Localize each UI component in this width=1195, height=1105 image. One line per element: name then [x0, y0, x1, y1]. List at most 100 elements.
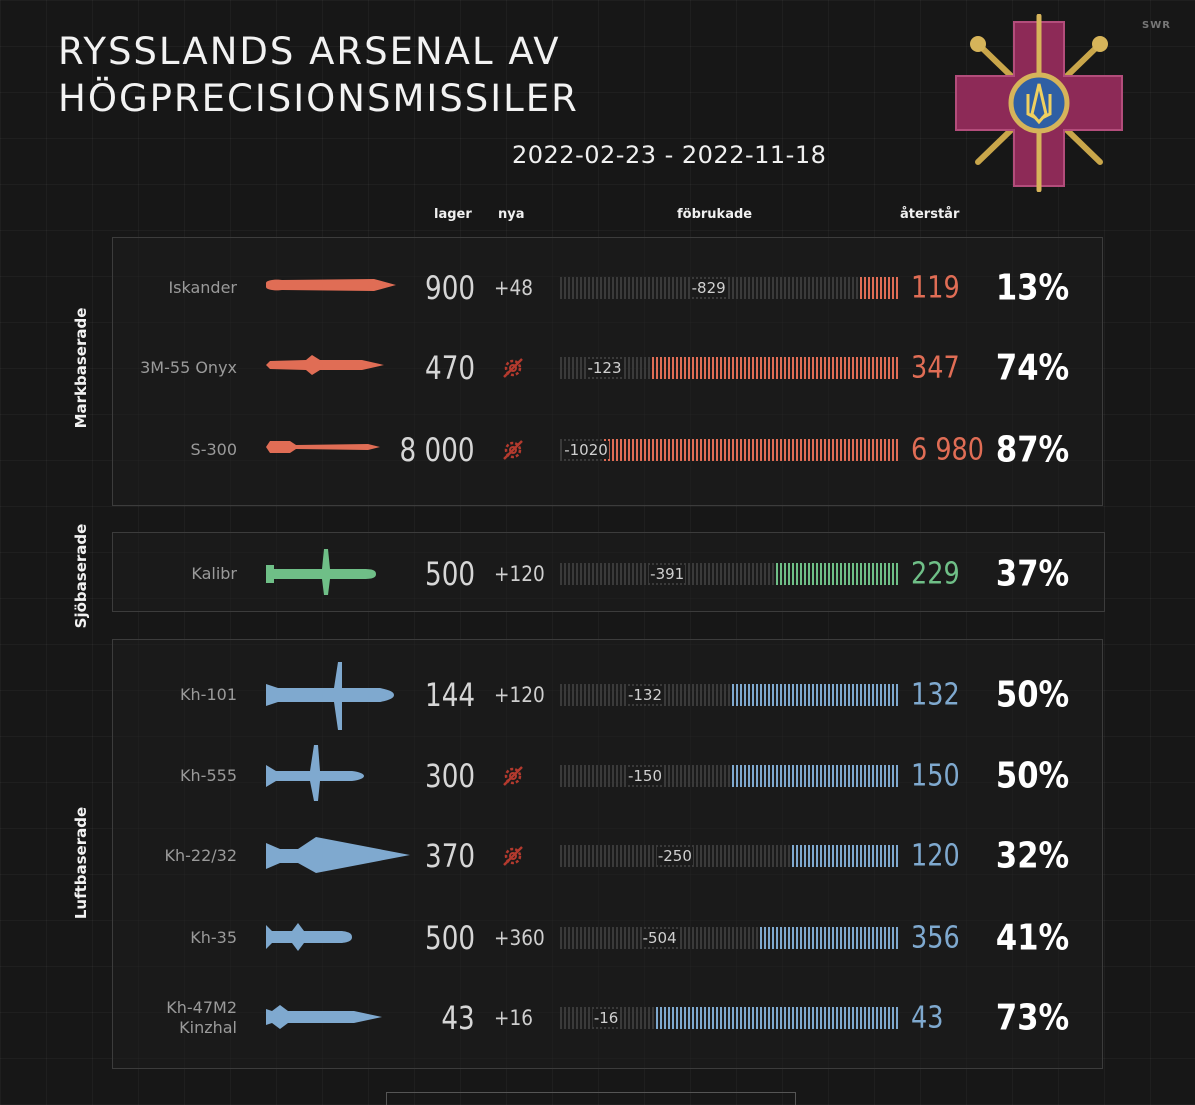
usage-bar [560, 765, 900, 787]
used-value: -391 [649, 565, 686, 583]
new-value: +16 [494, 1006, 534, 1030]
remaining-value: 150 [911, 758, 960, 794]
remaining-percent: 73% [995, 997, 1069, 1039]
remaining-percent: 41% [995, 917, 1069, 959]
used-value: -1020 [563, 441, 609, 459]
remaining-segment [730, 684, 900, 706]
missile-shape [266, 279, 396, 291]
used-value: -132 [626, 686, 664, 704]
stock-value: 500 [424, 919, 475, 957]
remaining-percent: 50% [995, 755, 1069, 797]
missile-shape [266, 745, 364, 801]
table-row: Kh-101 144 +120 -132 132 50% [0, 660, 1195, 730]
missile-name: Kh-47M2 Kinzhal [166, 998, 237, 1038]
used-value: -16 [592, 1009, 620, 1027]
stock-value: 500 [424, 555, 475, 593]
missile-name-line: Iskander [168, 278, 237, 297]
remaining-value: 347 [911, 350, 960, 386]
used-value: -829 [690, 279, 727, 297]
watermark: SWR [1142, 20, 1171, 31]
remaining-percent: 32% [995, 835, 1069, 877]
stock-value: 470 [424, 349, 475, 387]
missile-shape [266, 441, 380, 453]
missile-name-line: Kh-555 [180, 766, 237, 785]
new-value: +48 [494, 276, 534, 300]
stock-value: 370 [424, 837, 475, 875]
column-header-remaining: återstår [900, 207, 960, 222]
remaining-value: 229 [911, 556, 960, 592]
missile-silhouette-icon [266, 441, 380, 453]
missile-name: 3M-55 Onyx [140, 358, 237, 378]
table-row: Kalibr 500 +120 -391 229 37% [0, 539, 1195, 609]
used-value: -150 [626, 767, 664, 785]
remaining-value: 132 [911, 677, 960, 713]
table-row: Kh-22/32 370 -250 120 32% [0, 821, 1195, 891]
table-row: Kh-555 300 -150 150 50% [0, 741, 1195, 811]
remaining-value: 43 [911, 1000, 944, 1036]
missile-silhouette-icon [266, 837, 410, 873]
stock-value: 43 [441, 999, 475, 1037]
remaining-percent: 87% [995, 429, 1069, 471]
crossed-gear-icon [503, 766, 523, 786]
title-line-2: HÖGPRECISIONSMISSILER [58, 77, 579, 120]
missile-name-line: Kinzhal [179, 1018, 237, 1037]
usage-bar [560, 563, 898, 585]
page-title: RYSSLANDS ARSENAL AV HÖGPRECISIONSMISSIL… [58, 28, 579, 122]
remaining-segment [649, 357, 900, 379]
remaining-percent: 37% [995, 553, 1069, 595]
missile-name: Kh-35 [190, 928, 237, 948]
stock-value: 300 [424, 757, 475, 795]
usage-bar [560, 684, 900, 706]
usage-bar [560, 927, 898, 949]
missile-name: S-300 [191, 440, 237, 460]
missile-silhouette-icon [266, 923, 352, 951]
missile-shape [266, 355, 384, 375]
usage-bar [560, 439, 900, 461]
column-header-stock: lager [434, 207, 472, 222]
missile-name-line: 3M-55 Onyx [140, 358, 237, 377]
missile-name: Kalibr [191, 564, 237, 584]
missile-name-line: S-300 [190, 440, 237, 459]
missile-name-line: Kh-47M2 [166, 998, 237, 1017]
crossed-gear-icon [503, 440, 523, 460]
ukraine-defence-ministry-emblem-icon [955, 14, 1123, 192]
column-header-new: nya [498, 207, 525, 222]
column-header-used: föbrukade [677, 207, 753, 222]
remaining-segment [730, 765, 900, 787]
remaining-value: 356 [911, 920, 960, 956]
remaining-value: 119 [911, 270, 960, 306]
missile-silhouette-icon [266, 1005, 382, 1029]
used-value: -504 [641, 929, 678, 947]
new-value: +360 [494, 926, 545, 950]
stock-value: 8 000 [399, 431, 475, 469]
table-row: Kh-35 500 +360 -504 356 41% [0, 903, 1195, 973]
remaining-segment [603, 439, 900, 461]
usage-bar [560, 277, 898, 299]
title-line-1: RYSSLANDS ARSENAL AV [58, 30, 561, 73]
stock-value: 900 [424, 269, 475, 307]
remaining-value: 120 [911, 838, 960, 874]
used-value: -123 [586, 359, 623, 377]
stock-value: 144 [424, 676, 475, 714]
usage-bar [560, 1007, 898, 1029]
usage-bar [560, 845, 898, 867]
missile-name-line: Kalibr [191, 564, 237, 583]
missile-silhouette-icon [266, 549, 376, 595]
missile-name: Kh-555 [180, 766, 237, 786]
missile-name-line: Kh-22/32 [164, 846, 237, 865]
table-row: 3M-55 Onyx 470 -123 347 74% [0, 333, 1195, 403]
crossed-gear-icon [503, 846, 523, 866]
missile-silhouette-icon [266, 662, 394, 730]
new-value: +120 [494, 562, 545, 586]
missile-shape [266, 923, 352, 951]
missile-shape [266, 1005, 382, 1029]
missile-shape [266, 549, 376, 595]
table-row: S-300 8 000 -1020 6 980 87% [0, 415, 1195, 485]
missile-name: Iskander [168, 278, 237, 298]
date-range: 2022-02-23 - 2022-11-18 [512, 141, 827, 169]
missile-name: Kh-101 [180, 685, 237, 705]
missile-silhouette-icon [266, 745, 364, 801]
new-value: +120 [494, 683, 545, 707]
remaining-percent: 50% [995, 674, 1069, 716]
missile-name-line: Kh-35 [190, 928, 237, 947]
